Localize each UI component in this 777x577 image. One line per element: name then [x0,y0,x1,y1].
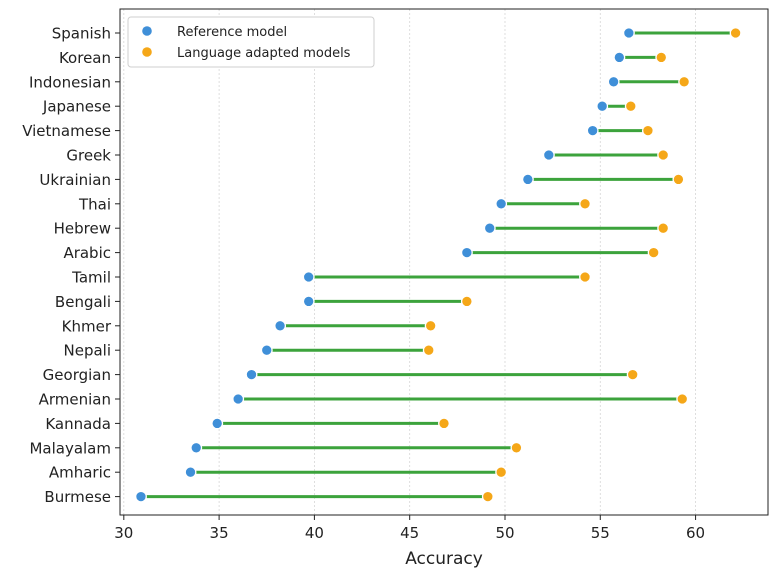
y-tick-label-tamil: Tamil [71,269,111,287]
adapted-point-korean [655,51,668,64]
adapted-point-spanish [729,27,742,39]
adapted-point-kannada [438,417,450,430]
adapted-point-tamil [579,271,591,283]
adapted-point-indonesian [678,75,691,88]
reference-point-tamil [302,271,315,283]
reference-point-amharic [184,466,197,479]
adapted-point-japanese [624,100,637,113]
plot-background [120,9,768,515]
adapted-point-malayalam [510,441,523,454]
adapted-point-burmese [481,490,494,503]
reference-point-khmer [274,319,287,332]
y-tick-label-khmer: Khmer [62,317,112,335]
reference-point-greek [542,149,555,161]
reference-point-malayalam [190,441,203,454]
y-tick-label-bengali: Bengali [55,293,111,311]
y-tick-label-japanese: Japanese [42,98,111,116]
adapted-point-vietnamese [641,124,654,137]
legend-box [127,16,375,68]
adapted-point-greek [657,149,670,161]
legend-marker-adapted [142,47,152,57]
y-tick-label-burmese: Burmese [44,488,111,506]
x-axis-title: Accuracy [405,549,483,569]
legend: Reference model Language adapted models [127,16,375,68]
y-axis: Spanish Korean Indonesian Japanese Vietnames… [22,25,120,506]
reference-point-thai [495,197,508,210]
y-tick-label-georgian: Georgian [43,366,111,384]
y-tick-label-kannada: Kannada [45,415,111,433]
reference-point-arabic [460,246,473,259]
y-tick-label-amharic: Amharic [49,464,111,482]
y-tick-label-vietnamese: Vietnamese [22,122,111,140]
adapted-point-georgian [626,368,639,381]
grid-lines [123,9,696,515]
reference-point-hebrew [483,222,496,235]
reference-point-kannada [211,417,224,430]
reference-point-bengali [302,295,315,308]
reference-point-japanese [596,100,609,113]
y-tick-label-spanish: Spanish [52,25,111,43]
adapted-point-armenian [676,393,689,405]
reference-point-ukrainian [521,173,534,186]
legend-marker-reference [142,26,152,36]
x-tick-label-40: 40 [305,524,324,542]
adapted-point-ukrainian [672,173,685,186]
y-tick-label-armenian: Armenian [39,391,111,409]
data-points [135,27,742,503]
y-tick-label-indonesian: Indonesian [29,73,111,91]
connector-lines [140,31,736,499]
x-tick-label-50: 50 [495,524,514,542]
adapted-point-bengali [460,295,473,308]
adapted-point-hebrew [657,222,670,235]
x-axis: 30 35 40 45 50 55 60 [114,515,705,542]
legend-label-reference: Reference model [177,25,287,40]
y-tick-label-arabic: Arabic [63,244,111,262]
y-tick-label-malayalam: Malayalam [29,439,111,457]
x-tick-label-60: 60 [686,524,705,542]
reference-point-armenian [232,393,245,405]
x-tick-label-45: 45 [400,524,419,542]
legend-label-adapted: Language adapted models [177,46,351,61]
y-tick-label-thai: Thai [78,195,111,213]
reference-point-korean [613,51,626,64]
y-tick-label-ukrainian: Ukrainian [39,171,111,189]
reference-point-georgian [245,368,258,381]
y-tick-label-nepali: Nepali [64,342,112,360]
reference-point-spanish [622,27,635,39]
y-tick-label-korean: Korean [59,49,111,67]
adapted-point-arabic [647,246,660,259]
x-tick-label-30: 30 [114,524,133,542]
reference-point-indonesian [607,75,620,88]
adapted-point-khmer [424,319,437,332]
x-tick-label-35: 35 [210,524,229,542]
y-tick-label-greek: Greek [66,147,111,165]
adapted-point-nepali [422,344,435,357]
reference-point-nepali [260,344,273,357]
x-tick-label-55: 55 [591,524,610,542]
plot-frame [119,8,769,516]
reference-point-burmese [135,490,147,503]
adapted-point-thai [579,197,591,210]
adapted-point-amharic [495,466,508,479]
reference-point-vietnamese [586,124,599,137]
y-tick-label-hebrew: Hebrew [54,220,111,238]
